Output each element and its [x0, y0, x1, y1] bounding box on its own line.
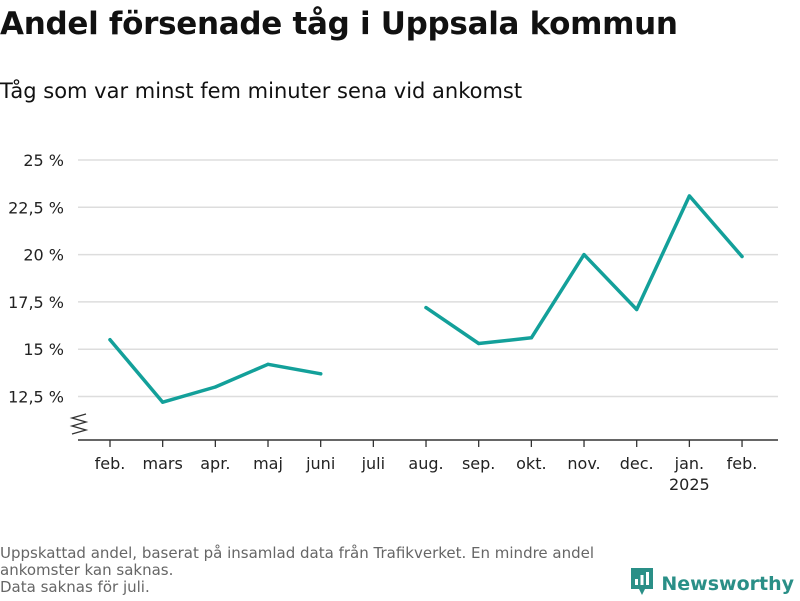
y-tick-label: 12,5 % [8, 387, 64, 406]
data-point [687, 194, 691, 198]
x-tick-label: sep. [462, 454, 495, 473]
series-line [424, 194, 744, 346]
x-tick-label: mars [143, 454, 183, 473]
gridlines [78, 159, 778, 398]
x-tick-label: dec. [620, 454, 654, 473]
brand-logo: Newsworthy [629, 567, 794, 601]
data-point [740, 254, 744, 259]
chart-subtitle: Tåg som var minst fem minuter sena vid a… [0, 79, 523, 103]
data-point [266, 362, 270, 366]
y-tick-label: 17,5 % [8, 293, 64, 312]
brand-name: Newsworthy [661, 573, 794, 595]
axis-break-icon [69, 413, 89, 435]
x-axis-ticks: feb. mars apr. maj juni juli aug. sep. okt. nov. d… [95, 440, 758, 494]
footnote-line: Data saknas för juli. [0, 578, 150, 596]
x-tick-label: okt. [516, 454, 546, 473]
y-tick-label: 15 % [23, 340, 64, 359]
x-tick-label: maj [253, 454, 283, 473]
chart-title: Andel försenade tåg i Uppsala kommun [0, 6, 678, 42]
data-point [108, 338, 112, 342]
data-point [424, 305, 428, 310]
x-tick-label: juli [361, 454, 385, 473]
y-axis-ticks: 12,5 % 15 % 17,5 % 20 % 22,5 % 25 % [8, 151, 64, 406]
data-point [582, 252, 586, 257]
data-point [213, 385, 217, 389]
footnote-line: ankomster kan saknas. [0, 561, 174, 579]
x-tick-label: feb. [727, 454, 758, 473]
data-point [477, 341, 481, 346]
newsworthy-logo-icon [629, 567, 655, 601]
x-tick-label: nov. [567, 454, 600, 473]
x-tick-label: feb. [95, 454, 126, 473]
data-point [319, 372, 323, 376]
data-point [161, 400, 165, 404]
y-tick-label: 20 % [23, 246, 64, 265]
footnote-line: Uppskattad andel, baserat på insamlad da… [0, 544, 595, 562]
x-axis [69, 413, 778, 441]
x-tick-label: aug. [408, 454, 443, 473]
footnote: Uppskattad andel, baserat på insamlad da… [0, 545, 640, 596]
data-point [635, 307, 639, 312]
data-series [108, 194, 744, 404]
data-point [529, 336, 533, 340]
y-tick-label: 25 % [23, 151, 64, 170]
x-tick-label: jan. [674, 454, 704, 473]
y-tick-label: 22,5 % [8, 198, 64, 217]
x-tick-label: juni [305, 454, 335, 473]
x-tick-label: apr. [200, 454, 230, 473]
line-chart: 12,5 %15 %17,5 %20 %22,5 %25 % feb. mars a… [8, 151, 778, 494]
x-tick-sublabel: 2025 [669, 475, 710, 494]
